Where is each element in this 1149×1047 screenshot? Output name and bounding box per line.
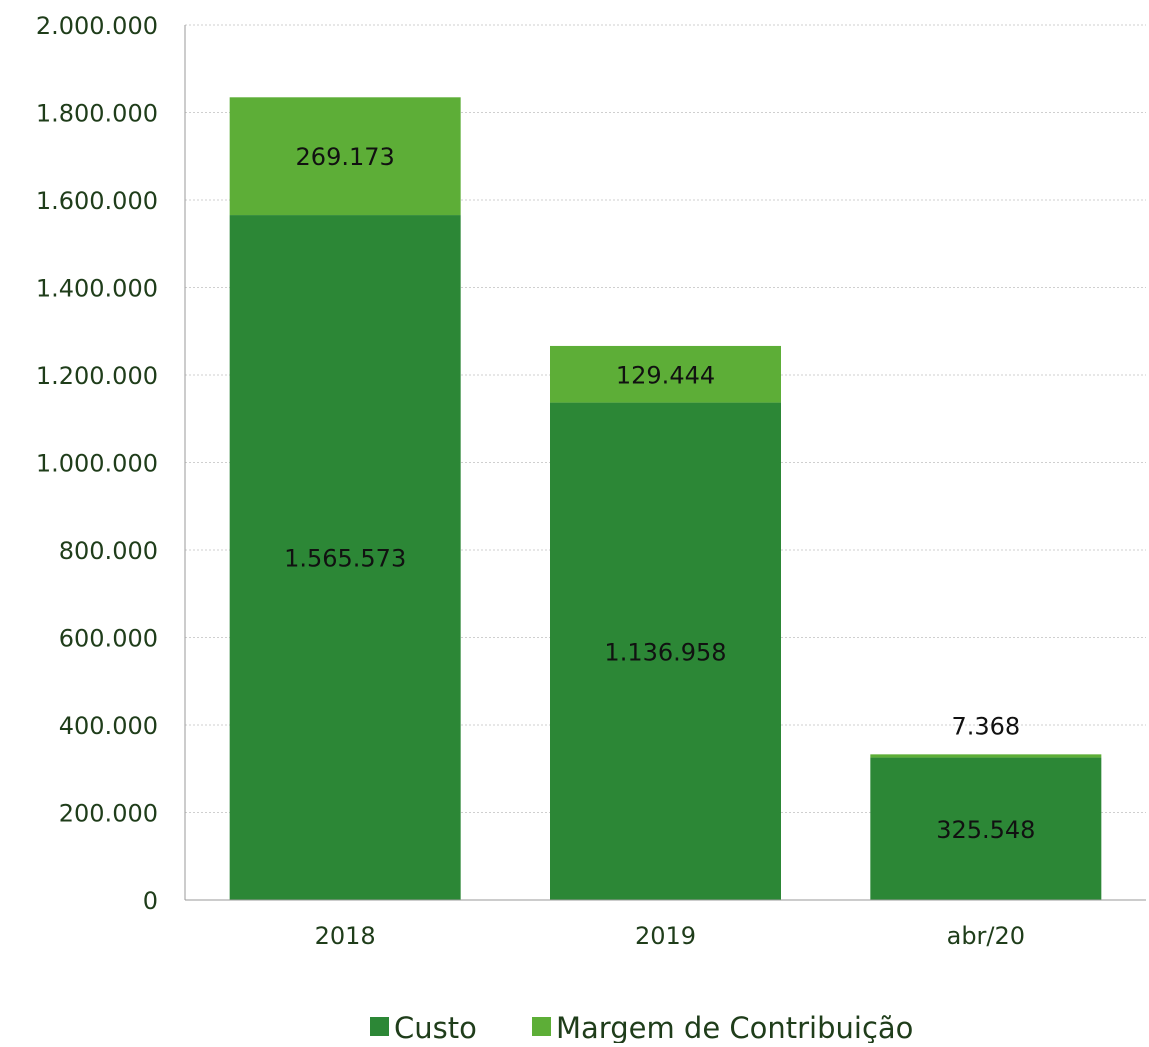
axes: 0 200.000 400.000 600.000 800.000 1.000.000 1.…	[36, 12, 1146, 950]
legend-label-custo: Custo	[394, 1011, 477, 1043]
data-label: 1.565.573	[284, 545, 406, 573]
y-tick-label: 0	[143, 887, 158, 915]
legend: Custo Margem de Contribuição	[370, 1011, 913, 1045]
x-tick-label: 2019	[635, 922, 696, 950]
y-tick-label: 1.800.000	[36, 100, 158, 128]
y-tick-label: 1.600.000	[36, 187, 158, 215]
bar-custo-1	[550, 402, 781, 900]
y-tick-label: 400.000	[59, 712, 158, 740]
bar-margem-1	[550, 345, 781, 403]
x-tick-label: abr/20	[947, 922, 1025, 950]
legend-label-margem: Margem de Contribuição	[556, 1011, 913, 1043]
y-tick-label: 1.400.000	[36, 275, 158, 303]
data-labels: 1.565.573 269.173 1.136.958 129.444 325.548 7…	[284, 143, 1035, 844]
data-label: 7.368	[951, 712, 1020, 740]
legend-swatch-margem	[532, 1017, 551, 1036]
y-tick-label: 600.000	[59, 625, 158, 653]
data-label: 269.173	[296, 143, 395, 171]
x-tick-label: 2018	[315, 922, 376, 950]
y-tick-label: 2.000.000	[36, 12, 158, 40]
bar-custo-2	[870, 757, 1102, 900]
data-label: 129.444	[616, 361, 715, 389]
bar-custo-0	[229, 215, 461, 900]
y-tick-label: 1.200.000	[36, 362, 158, 390]
data-label: 1.136.958	[604, 638, 726, 666]
data-label: 325.548	[936, 816, 1035, 844]
legend-swatch-custo	[370, 1017, 389, 1036]
bar-margem-2	[870, 754, 1102, 758]
bar-margem-0	[229, 97, 461, 216]
y-tick-label: 1.000.000	[36, 450, 158, 478]
y-tick-label: 800.000	[59, 537, 158, 565]
bars	[229, 97, 1102, 900]
y-tick-label: 200.000	[59, 800, 158, 828]
